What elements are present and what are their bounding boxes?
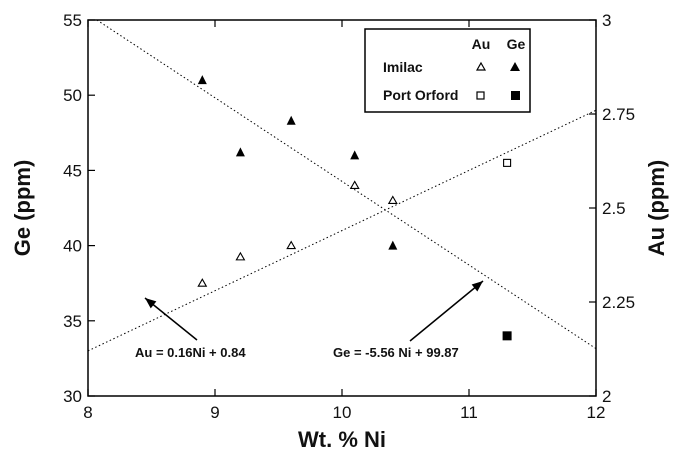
legend-header-au: Au xyxy=(472,36,491,52)
annotation-ge-equation: Ge = -5.56 Ni + 99.87 xyxy=(333,345,459,360)
y2-axis-title: Au (ppm) xyxy=(644,160,669,257)
legend-marker-imilac-au xyxy=(475,61,487,71)
legend-marker-port-orford-ge xyxy=(511,91,520,100)
y2-tick-label: 3 xyxy=(602,11,611,30)
fit-lines xyxy=(87,19,597,352)
point-imilac-au xyxy=(286,240,297,250)
x-tick-label: 12 xyxy=(587,403,606,422)
annotation-arrow-au xyxy=(144,297,198,341)
legend-box xyxy=(364,28,531,113)
point-imilac-au xyxy=(387,195,398,205)
point-imilac-ge xyxy=(388,240,398,250)
x-tick-label: 11 xyxy=(460,403,478,422)
y-tick-label: 55 xyxy=(63,11,82,30)
x-axis-title: Wt. % Ni xyxy=(298,427,386,452)
legend: Au Ge Imilac Port Orford xyxy=(364,28,531,113)
legend-marker-port-orford-au xyxy=(476,91,485,100)
point-imilac-ge xyxy=(350,150,360,160)
point-imilac-ge xyxy=(235,147,245,157)
annotation-arrow-ge-head xyxy=(471,281,483,292)
point-imilac-au xyxy=(235,251,246,261)
point-imilac-ge xyxy=(197,75,207,85)
legend-label-imilac: Imilac xyxy=(383,59,423,75)
annotation-arrows xyxy=(144,280,484,342)
data-points xyxy=(197,75,512,341)
point-port-orford-ge xyxy=(502,331,512,341)
y-tick-label: 50 xyxy=(63,86,82,105)
y-axis-title: Ge (ppm) xyxy=(10,160,35,257)
legend-label-port-orford: Port Orford xyxy=(383,87,458,103)
x-tick-label: 9 xyxy=(210,403,219,422)
legend-header-ge: Ge xyxy=(507,36,526,52)
y2-tick-label: 2 xyxy=(602,387,611,406)
fit-line-au xyxy=(87,109,597,352)
x-tick-label: 10 xyxy=(333,403,352,422)
point-imilac-au xyxy=(349,180,360,189)
y-tick-label: 30 xyxy=(63,387,82,406)
y2-tick-label: 2.75 xyxy=(602,105,635,124)
point-port-orford-au xyxy=(503,158,512,167)
y-tick-label: 40 xyxy=(63,237,82,256)
y2-tick-label: 2.25 xyxy=(602,293,635,312)
annotation-arrow-au-head xyxy=(145,298,157,309)
y2-tick-label: 2.5 xyxy=(602,199,626,218)
y-tick-label: 35 xyxy=(63,312,82,331)
x-tick-label: 8 xyxy=(83,403,92,422)
y-tick-label: 45 xyxy=(63,161,82,180)
legend-marker-imilac-ge xyxy=(510,62,520,71)
annotation-arrow-ge xyxy=(409,280,484,342)
point-imilac-au xyxy=(197,278,208,287)
annotation-au-equation: Au = 0.16Ni + 0.84 xyxy=(135,345,246,360)
axis-ticks: 8 9 10 11 12 30 35 40 45 50 55 2 2.25 2.5 2.75 3 xyxy=(63,11,635,422)
point-imilac-ge xyxy=(286,115,296,125)
